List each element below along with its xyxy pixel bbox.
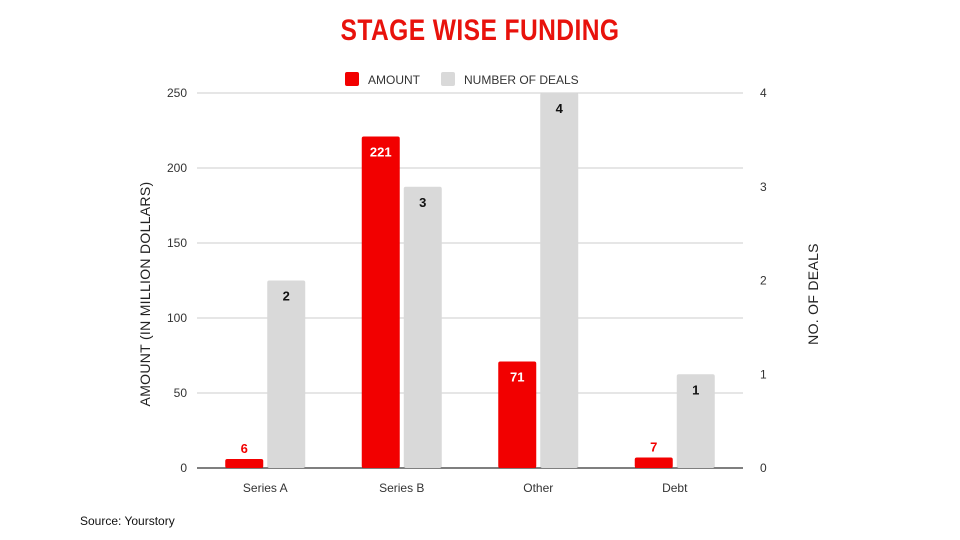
y2-axis-title: NO. OF DEALS bbox=[805, 243, 821, 345]
bar-amount bbox=[634, 457, 673, 468]
legend-label: NUMBER OF DEALS bbox=[464, 73, 579, 87]
bar-deals bbox=[403, 186, 442, 468]
data-label-amount: 71 bbox=[510, 370, 524, 385]
y2-tick-label: 0 bbox=[760, 461, 767, 475]
y2-tick-label: 4 bbox=[760, 86, 767, 100]
bar-amount bbox=[498, 361, 537, 468]
y-tick-label: 100 bbox=[167, 311, 187, 325]
data-label-deals: 1 bbox=[692, 382, 699, 397]
legend-swatch bbox=[441, 72, 455, 86]
y-tick-label: 150 bbox=[167, 236, 187, 250]
x-tick-label: Series B bbox=[379, 481, 424, 495]
source-note: Source: Yourstory bbox=[80, 514, 175, 528]
legend: AMOUNT NUMBER OF DEALS bbox=[345, 72, 579, 87]
y-tick-label: 50 bbox=[174, 386, 188, 400]
data-label-deals: 2 bbox=[283, 289, 290, 304]
bar-amount bbox=[225, 459, 264, 468]
x-tick-label: Series A bbox=[243, 481, 288, 495]
legend-label: AMOUNT bbox=[368, 73, 421, 87]
x-tick-label: Other bbox=[523, 481, 553, 495]
data-label-deals: 3 bbox=[419, 195, 426, 210]
y2-tick-label: 2 bbox=[760, 274, 767, 288]
data-label-amount: 6 bbox=[241, 441, 248, 456]
axis-ticks: 0 50 100 150 200 250 0 1 2 3 4 Series A Series B Othe… bbox=[167, 86, 767, 495]
bar-amount bbox=[361, 136, 400, 468]
bar-deals bbox=[676, 374, 715, 468]
data-label-amount: 7 bbox=[650, 440, 657, 455]
x-tick-label: Debt bbox=[662, 481, 688, 495]
y-axis-title: AMOUNT (IN MILLION DOLLARS) bbox=[137, 182, 153, 407]
data-label-amount: 221 bbox=[370, 145, 392, 160]
y-tick-label: 0 bbox=[180, 461, 187, 475]
y2-tick-label: 1 bbox=[760, 367, 767, 381]
y-tick-label: 250 bbox=[167, 86, 187, 100]
chart-title: STAGE WISE FUNDING bbox=[340, 14, 620, 47]
bar-deals bbox=[540, 93, 579, 468]
y2-tick-label: 3 bbox=[760, 180, 767, 194]
bar-deals bbox=[267, 280, 306, 468]
legend-swatch bbox=[345, 72, 359, 86]
bars bbox=[225, 93, 715, 468]
y-tick-label: 200 bbox=[167, 161, 187, 175]
data-label-deals: 4 bbox=[556, 101, 564, 116]
